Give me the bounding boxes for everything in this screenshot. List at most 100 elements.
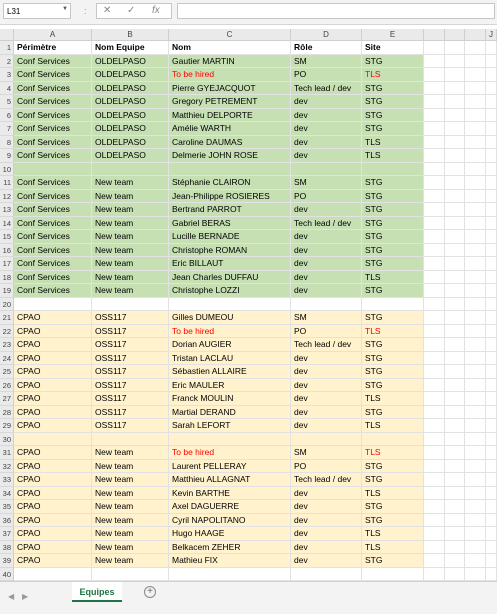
- cell[interactable]: TLS: [362, 540, 424, 554]
- cell[interactable]: [424, 135, 445, 149]
- cell[interactable]: STG: [362, 338, 424, 352]
- row-header[interactable]: 25: [0, 365, 14, 379]
- cell[interactable]: [465, 81, 486, 95]
- cell[interactable]: [465, 176, 486, 190]
- cell[interactable]: New team: [92, 513, 169, 527]
- cell[interactable]: [486, 95, 497, 109]
- row-header[interactable]: 18: [0, 270, 14, 284]
- row-header[interactable]: 1: [0, 41, 14, 55]
- cell[interactable]: dev: [291, 108, 362, 122]
- cell[interactable]: Conf Services: [14, 81, 92, 95]
- cell[interactable]: [445, 189, 465, 203]
- cell[interactable]: STG: [362, 459, 424, 473]
- cell[interactable]: Sarah LEFORT: [169, 419, 291, 433]
- row-header[interactable]: 38: [0, 540, 14, 554]
- column-header[interactable]: B: [92, 29, 169, 41]
- cell[interactable]: OSS117: [92, 392, 169, 406]
- cell[interactable]: Gautier MARTIN: [169, 54, 291, 68]
- cell[interactable]: Stéphanie CLAIRON: [169, 176, 291, 190]
- function-icon[interactable]: fx: [152, 5, 160, 16]
- cell[interactable]: [465, 162, 486, 176]
- column-header[interactable]: [465, 29, 486, 41]
- cell[interactable]: PO: [291, 189, 362, 203]
- cell[interactable]: [424, 405, 445, 419]
- cell[interactable]: [465, 459, 486, 473]
- cell[interactable]: [445, 392, 465, 406]
- cell[interactable]: Jean-Philippe ROSIERES: [169, 189, 291, 203]
- cell[interactable]: [424, 149, 445, 163]
- cell[interactable]: OLDELPASO: [92, 149, 169, 163]
- cell[interactable]: Conf Services: [14, 176, 92, 190]
- cell[interactable]: [445, 270, 465, 284]
- cell[interactable]: [362, 567, 424, 581]
- cell[interactable]: STG: [362, 243, 424, 257]
- cell[interactable]: New team: [92, 243, 169, 257]
- row-header[interactable]: 34: [0, 486, 14, 500]
- cell[interactable]: STG: [362, 513, 424, 527]
- cell[interactable]: [445, 68, 465, 82]
- row-header[interactable]: 3: [0, 68, 14, 82]
- cell[interactable]: OSS117: [92, 405, 169, 419]
- cell[interactable]: TLS: [362, 149, 424, 163]
- cell[interactable]: [445, 230, 465, 244]
- cell[interactable]: STG: [362, 311, 424, 325]
- cell[interactable]: [486, 257, 497, 271]
- cell[interactable]: Hugo HAAGE: [169, 527, 291, 541]
- cell[interactable]: [465, 135, 486, 149]
- cell[interactable]: Pierre GYEJACQUOT: [169, 81, 291, 95]
- cell[interactable]: [486, 567, 497, 581]
- cell[interactable]: [424, 81, 445, 95]
- cell[interactable]: [445, 284, 465, 298]
- row-header[interactable]: 10: [0, 162, 14, 176]
- cell[interactable]: [465, 284, 486, 298]
- cell[interactable]: [486, 419, 497, 433]
- cell[interactable]: dev: [291, 270, 362, 284]
- cell[interactable]: [486, 54, 497, 68]
- cell[interactable]: CPAO: [14, 486, 92, 500]
- cell[interactable]: [424, 257, 445, 271]
- row-header[interactable]: 39: [0, 554, 14, 568]
- cell[interactable]: [424, 392, 445, 406]
- cell[interactable]: [486, 554, 497, 568]
- cell[interactable]: Gilles DUMEOU: [169, 311, 291, 325]
- cell[interactable]: [465, 324, 486, 338]
- cell[interactable]: [486, 324, 497, 338]
- row-header[interactable]: 13: [0, 203, 14, 217]
- cell[interactable]: [486, 527, 497, 541]
- cell[interactable]: [445, 81, 465, 95]
- row-header[interactable]: 4: [0, 81, 14, 95]
- cell[interactable]: [486, 68, 497, 82]
- cell[interactable]: Gregory PETREMENT: [169, 95, 291, 109]
- cell[interactable]: dev: [291, 351, 362, 365]
- cell[interactable]: dev: [291, 500, 362, 514]
- cell[interactable]: Conf Services: [14, 108, 92, 122]
- cell[interactable]: New team: [92, 486, 169, 500]
- row-header[interactable]: 40: [0, 567, 14, 581]
- cell[interactable]: [486, 311, 497, 325]
- cell[interactable]: CPAO: [14, 513, 92, 527]
- cell[interactable]: [92, 162, 169, 176]
- cell[interactable]: [445, 432, 465, 446]
- cell[interactable]: [486, 392, 497, 406]
- cell[interactable]: STG: [362, 378, 424, 392]
- cell[interactable]: [465, 41, 486, 55]
- cell[interactable]: [424, 230, 445, 244]
- cell[interactable]: [465, 189, 486, 203]
- cell[interactable]: OSS117: [92, 365, 169, 379]
- column-header[interactable]: [424, 29, 445, 41]
- cell[interactable]: CPAO: [14, 378, 92, 392]
- row-header[interactable]: 28: [0, 405, 14, 419]
- cell[interactable]: [424, 284, 445, 298]
- cell[interactable]: [424, 338, 445, 352]
- cell[interactable]: OLDELPASO: [92, 135, 169, 149]
- row-header[interactable]: 2: [0, 54, 14, 68]
- cell[interactable]: New team: [92, 473, 169, 487]
- cell[interactable]: dev: [291, 554, 362, 568]
- cell[interactable]: Tech lead / dev: [291, 81, 362, 95]
- cell[interactable]: Belkacem ZEHER: [169, 540, 291, 554]
- cell[interactable]: TLS: [362, 392, 424, 406]
- cell[interactable]: [486, 405, 497, 419]
- cell[interactable]: TLS: [362, 324, 424, 338]
- cell[interactable]: Amélie WARTH: [169, 122, 291, 136]
- row-header[interactable]: 7: [0, 122, 14, 136]
